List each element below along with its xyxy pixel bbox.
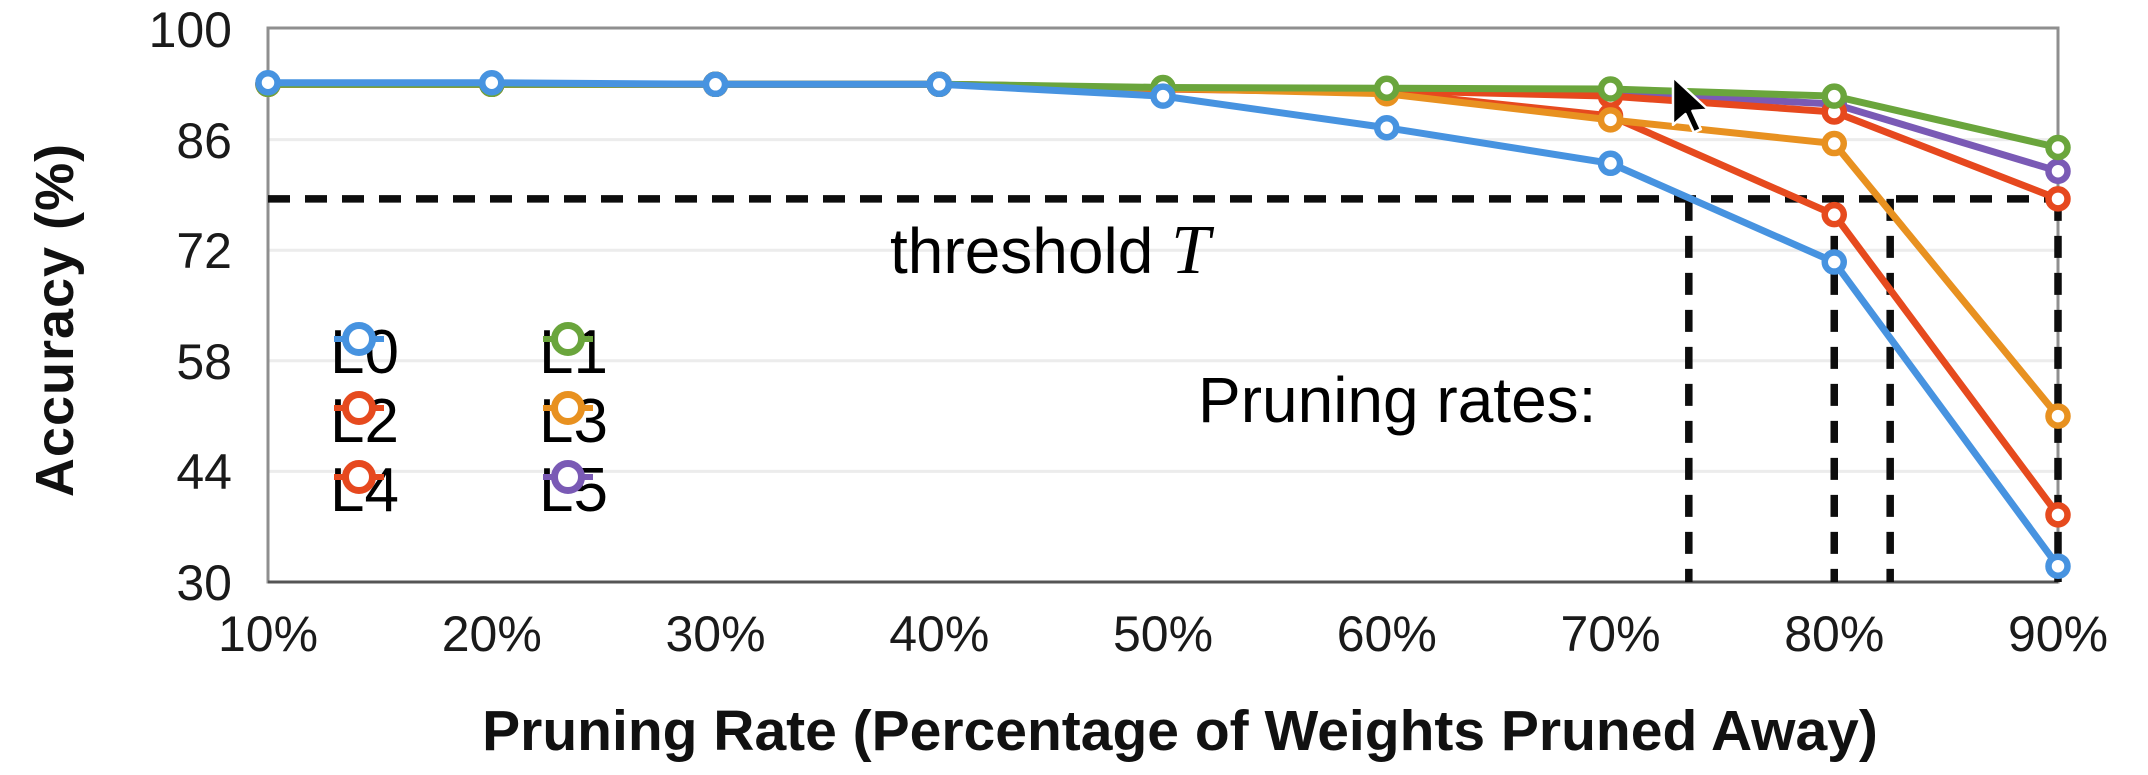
x-tick-label: 40% (889, 606, 990, 662)
legend-item-L2: L2 (330, 386, 399, 458)
legend-marker-icon (543, 322, 593, 356)
threshold-word: threshold (890, 215, 1154, 287)
legend-marker-icon (334, 460, 384, 494)
data-point-L5 (2045, 158, 2071, 184)
legend-marker-icon (543, 460, 593, 494)
x-tick-label: 30% (665, 606, 766, 662)
x-tick-label: 70% (1560, 606, 1661, 662)
data-point-L0 (1597, 150, 1624, 177)
threshold-symbol: T (1171, 212, 1210, 289)
data-point-L1 (2045, 134, 2071, 161)
legend-marker-icon (543, 391, 593, 425)
legend-item-L3: L3 (539, 386, 608, 458)
x-tick-label: 90% (2007, 606, 2109, 662)
legend-item-L5: L5 (539, 455, 608, 527)
series-line-L0 (264, 79, 2062, 570)
y-tick-label: 72 (176, 223, 232, 280)
x-tick-label: 20% (441, 606, 542, 662)
y-tick-label: 44 (176, 444, 232, 501)
data-point-L4 (2045, 186, 2071, 212)
y-tick-label: 100 (148, 2, 232, 58)
x-tick-label: 50% (1112, 606, 1214, 662)
data-point-L2 (2045, 502, 2071, 528)
pruning-rates-label: Pruning rates: (1198, 364, 1597, 436)
legend-item-L1: L1 (539, 317, 608, 389)
series-L0 (255, 69, 2071, 579)
y-tick-label: 58 (176, 333, 232, 390)
data-point-L3 (2045, 403, 2071, 429)
series-line-L2 (264, 80, 2062, 519)
legend-item-L0: L0 (330, 317, 399, 389)
legend-marker-icon (334, 391, 384, 425)
data-point-L0 (2045, 553, 2071, 579)
y-tick-label: 86 (176, 112, 232, 169)
data-point-L1 (1374, 75, 1400, 101)
data-point-L1 (1821, 83, 1847, 109)
data-point-L0 (1374, 115, 1400, 141)
legend-marker-icon (334, 322, 384, 356)
threshold-label: threshold T (890, 214, 1210, 288)
mouse-cursor-icon (1671, 75, 1710, 134)
data-point-L0 (1150, 83, 1176, 109)
data-point-L0 (702, 71, 729, 98)
x-tick-label: 60% (1336, 606, 1437, 662)
data-point-L2 (1821, 201, 1847, 228)
y-tick-label: 30 (176, 555, 232, 611)
data-point-L3 (1821, 130, 1847, 157)
legend-item-L4: L4 (330, 455, 399, 527)
x-tick-label: 80% (1784, 606, 1885, 662)
data-point-L1 (1597, 76, 1624, 102)
x-tick-label: 10% (217, 606, 319, 662)
data-point-L0 (926, 71, 952, 98)
data-point-L0 (1821, 249, 1847, 275)
data-point-L3 (1597, 107, 1624, 133)
data-point-L0 (255, 69, 281, 96)
data-point-L0 (479, 69, 505, 96)
x-axis-title: Pruning Rate (Percentage of Weights Prun… (482, 699, 1878, 763)
